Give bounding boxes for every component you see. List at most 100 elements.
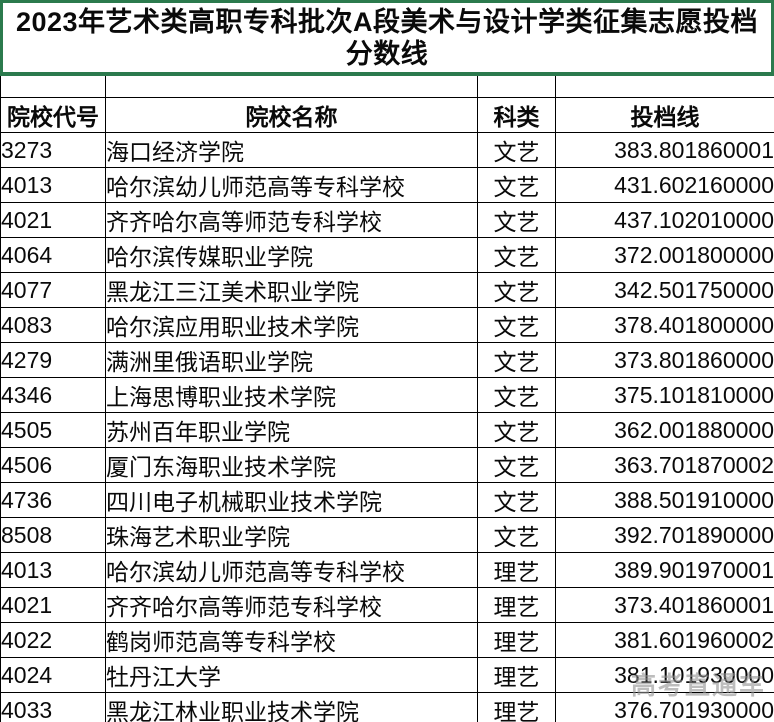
cell-category: 文艺	[477, 412, 556, 448]
cell-college-code: 4077	[0, 272, 106, 308]
cell-college-name: 四川电子机械职业技术学院	[105, 482, 478, 518]
column-header-name: 院校名称	[105, 97, 478, 133]
cell-college-name: 齐齐哈尔高等师范专科学校	[105, 202, 478, 238]
cell-category: 理艺	[477, 587, 556, 623]
cell-category: 文艺	[477, 482, 556, 518]
cell-score-line: 373.401860001	[555, 587, 774, 623]
cell-college-name: 哈尔滨幼儿师范高等专科学校	[105, 167, 478, 203]
table-row: 4506 厦门东海职业技术学院 文艺 363.701870002	[0, 447, 774, 483]
cell-category: 文艺	[477, 447, 556, 483]
page-title-line1: 2023年艺术类高职专科批次A段美术与设计学类征集志愿投档	[15, 6, 759, 37]
cell-score-line: 381.601960002	[555, 622, 774, 658]
table-row: 4021 齐齐哈尔高等师范专科学校 文艺 437.102010000	[0, 202, 774, 238]
cell-score-line: 373.801860000	[555, 342, 774, 378]
cell-college-code: 4024	[0, 657, 106, 693]
page-title-line2: 分数线	[345, 38, 429, 69]
cell-college-name: 黑龙江三江美术职业学院	[105, 272, 478, 308]
table-row: 4346 上海思博职业技术学院 文艺 375.101810000	[0, 377, 774, 413]
table-row: 4505 苏州百年职业学院 文艺 362.001880000	[0, 412, 774, 448]
cell-college-code: 4346	[0, 377, 106, 413]
cell-category: 文艺	[477, 167, 556, 203]
cell-college-name: 鹤岗师范高等专科学校	[105, 622, 478, 658]
table-row: 4033 黑龙江林业职业技术学院 理艺 376.701930000	[0, 692, 774, 722]
table-row: 4022 鹤岗师范高等专科学校 理艺 381.601960002	[0, 622, 774, 658]
cell-college-code: 4505	[0, 412, 106, 448]
table-body: 院校代号 院校名称 科类 投档线 3273 海口经济学院 文艺 383.8018…	[0, 76, 774, 722]
cell-score-line: 376.701930000	[555, 692, 774, 722]
spacer-cell	[0, 76, 106, 98]
cell-category: 文艺	[477, 377, 556, 413]
cell-category: 文艺	[477, 342, 556, 378]
table-row: 4024 牡丹江大学 理艺 381.101930000	[0, 657, 774, 693]
cell-score-line: 431.602160000	[555, 167, 774, 203]
table-row: 4279 满洲里俄语职业学院 文艺 373.801860000	[0, 342, 774, 378]
cell-college-name: 哈尔滨应用职业技术学院	[105, 307, 478, 343]
cell-college-name: 海口经济学院	[105, 132, 478, 168]
cell-college-code: 3273	[0, 132, 106, 168]
cell-college-code: 4013	[0, 167, 106, 203]
cell-college-code: 4736	[0, 482, 106, 518]
cell-college-name: 哈尔滨幼儿师范高等专科学校	[105, 552, 478, 588]
cell-category: 理艺	[477, 657, 556, 693]
cell-college-name: 齐齐哈尔高等师范专科学校	[105, 587, 478, 623]
column-header-category: 科类	[477, 97, 556, 133]
cell-college-name: 厦门东海职业技术学院	[105, 447, 478, 483]
table-row: 4021 齐齐哈尔高等师范专科学校 理艺 373.401860001	[0, 587, 774, 623]
page-title: 2023年艺术类高职专科批次A段美术与设计学类征集志愿投档 分数线	[0, 0, 774, 76]
cell-college-code: 8508	[0, 517, 106, 553]
spacer-cell	[105, 76, 478, 98]
cell-score-line: 392.701890000	[555, 517, 774, 553]
cell-score-line: 342.501750000	[555, 272, 774, 308]
cell-category: 文艺	[477, 237, 556, 273]
scores-table: 院校代号 院校名称 科类 投档线 3273 海口经济学院 文艺 383.8018…	[0, 76, 774, 722]
spacer-cell	[555, 76, 774, 98]
cell-college-code: 4279	[0, 342, 106, 378]
cell-college-code: 4022	[0, 622, 106, 658]
cell-college-name: 上海思博职业技术学院	[105, 377, 478, 413]
cell-score-line: 389.901970001	[555, 552, 774, 588]
cell-college-code: 4083	[0, 307, 106, 343]
table-row: 8508 珠海艺术职业学院 文艺 392.701890000	[0, 517, 774, 553]
table-row: 4013 哈尔滨幼儿师范高等专科学校 理艺 389.901970001	[0, 552, 774, 588]
cell-score-line: 437.102010000	[555, 202, 774, 238]
cell-category: 文艺	[477, 517, 556, 553]
cell-score-line: 363.701870002	[555, 447, 774, 483]
table-row: 4083 哈尔滨应用职业技术学院 文艺 378.401800000	[0, 307, 774, 343]
cell-category: 文艺	[477, 132, 556, 168]
cell-college-name: 牡丹江大学	[105, 657, 478, 693]
cell-college-name: 哈尔滨传媒职业学院	[105, 237, 478, 273]
table-row: 4077 黑龙江三江美术职业学院 文艺 342.501750000	[0, 272, 774, 308]
cell-college-name: 苏州百年职业学院	[105, 412, 478, 448]
cell-college-name: 满洲里俄语职业学院	[105, 342, 478, 378]
cell-score-line: 362.001880000	[555, 412, 774, 448]
cell-score-line: 388.501910000	[555, 482, 774, 518]
cell-college-code: 4506	[0, 447, 106, 483]
cell-score-line: 372.001800000	[555, 237, 774, 273]
cell-category: 文艺	[477, 202, 556, 238]
cell-college-code: 4013	[0, 552, 106, 588]
header-row: 院校代号 院校名称 科类 投档线	[0, 97, 774, 133]
spacer-row	[0, 76, 774, 98]
spacer-cell	[477, 76, 556, 98]
cell-college-name: 黑龙江林业职业技术学院	[105, 692, 478, 722]
table-row: 4736 四川电子机械职业技术学院 文艺 388.501910000	[0, 482, 774, 518]
cell-college-name: 珠海艺术职业学院	[105, 517, 478, 553]
cell-college-code: 4033	[0, 692, 106, 722]
column-header-code: 院校代号	[0, 97, 106, 133]
cell-college-code: 4064	[0, 237, 106, 273]
cell-score-line: 381.101930000	[555, 657, 774, 693]
cell-score-line: 378.401800000	[555, 307, 774, 343]
cell-college-code: 4021	[0, 202, 106, 238]
table-row: 4013 哈尔滨幼儿师范高等专科学校 文艺 431.602160000	[0, 167, 774, 203]
column-header-score: 投档线	[555, 97, 774, 133]
cell-score-line: 383.801860001	[555, 132, 774, 168]
cell-college-code: 4021	[0, 587, 106, 623]
cell-category: 理艺	[477, 692, 556, 722]
cell-category: 文艺	[477, 307, 556, 343]
table-row: 4064 哈尔滨传媒职业学院 文艺 372.001800000	[0, 237, 774, 273]
table-row: 3273 海口经济学院 文艺 383.801860001	[0, 132, 774, 168]
cell-category: 理艺	[477, 622, 556, 658]
cell-category: 理艺	[477, 552, 556, 588]
cell-category: 文艺	[477, 272, 556, 308]
